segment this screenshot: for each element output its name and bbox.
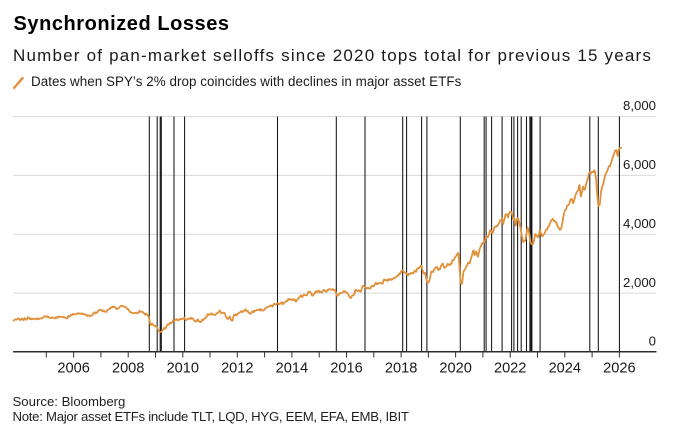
svg-text:2020: 2020 [439,361,471,377]
svg-text:2024: 2024 [549,361,581,377]
svg-text:6,000: 6,000 [623,157,656,172]
svg-text:0: 0 [649,334,656,349]
svg-text:2010: 2010 [167,361,199,377]
svg-text:2,000: 2,000 [623,275,656,290]
svg-text:8,000: 8,000 [623,98,656,113]
svg-text:2026: 2026 [603,361,635,377]
svg-text:4,000: 4,000 [623,216,656,231]
svg-text:2008: 2008 [112,361,144,377]
svg-text:2006: 2006 [57,361,89,377]
svg-text:2012: 2012 [221,361,253,377]
svg-text:2016: 2016 [330,361,362,377]
svg-text:2018: 2018 [385,361,417,377]
svg-text:2022: 2022 [494,361,526,377]
svg-text:2014: 2014 [276,361,308,377]
